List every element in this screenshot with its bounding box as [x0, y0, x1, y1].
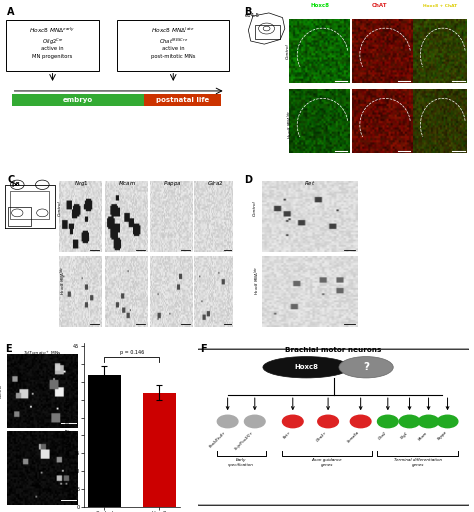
- Text: E: E: [6, 344, 12, 354]
- Circle shape: [377, 415, 398, 428]
- Text: Hoxc8 MN$\Delta^{late}$: Hoxc8 MN$\Delta^{late}$: [0, 454, 2, 483]
- FancyBboxPatch shape: [118, 20, 229, 72]
- Text: Hoxc8 MN$\Delta^{late}$: Hoxc8 MN$\Delta^{late}$: [253, 265, 262, 295]
- Text: $\it{Nrg1}$: $\it{Nrg1}$: [73, 179, 89, 187]
- Bar: [143, 393, 175, 507]
- Text: Hoxc8 MN$\Delta^{late}$: Hoxc8 MN$\Delta^{late}$: [58, 265, 68, 295]
- Text: F: F: [201, 344, 207, 354]
- Circle shape: [399, 415, 420, 428]
- FancyBboxPatch shape: [196, 349, 471, 505]
- Text: Hoxc8 MN$\Delta^{late}$: Hoxc8 MN$\Delta^{late}$: [286, 110, 295, 139]
- Text: post-mitotic MNs: post-mitotic MNs: [151, 54, 195, 59]
- Text: C: C: [7, 176, 14, 185]
- Text: ?: ?: [363, 362, 369, 372]
- Bar: [8, 207, 31, 226]
- Text: Terminal differentiation
genes: Terminal differentiation genes: [393, 458, 442, 467]
- Text: active in: active in: [41, 47, 64, 52]
- Text: Hoxc8: Hoxc8: [294, 364, 319, 370]
- Text: $\it{Glra2}$: $\it{Glra2}$: [207, 179, 224, 186]
- Y-axis label: Number of MNs / section: Number of MNs / section: [65, 392, 70, 457]
- Ellipse shape: [339, 356, 393, 378]
- Text: B: B: [244, 7, 251, 17]
- Text: p = 0.146: p = 0.146: [119, 350, 144, 355]
- Text: Pappa: Pappa: [437, 431, 447, 441]
- FancyBboxPatch shape: [6, 20, 99, 72]
- Circle shape: [350, 415, 371, 428]
- Text: Mcam: Mcam: [418, 431, 428, 441]
- Text: Glra2: Glra2: [378, 431, 388, 440]
- Text: Scip/Pou3f1+: Scip/Pou3f1+: [234, 431, 255, 451]
- Text: MN progenitors: MN progenitors: [32, 54, 73, 59]
- Text: Control: Control: [253, 200, 257, 216]
- Text: A: A: [7, 7, 15, 17]
- Ellipse shape: [263, 356, 350, 378]
- Circle shape: [418, 415, 439, 428]
- Text: Gfra3+: Gfra3+: [316, 431, 328, 443]
- Bar: [144, 94, 221, 106]
- Text: $Olig2^{Cre}$: $Olig2^{Cre}$: [42, 37, 64, 48]
- Text: Axon guidance
genes: Axon guidance genes: [311, 458, 342, 467]
- Text: $Hoxc8$ MN$\Delta^{early}$: $Hoxc8$ MN$\Delta^{early}$: [29, 26, 76, 35]
- Text: $Chat^{IRESCre}$: $Chat^{IRESCre}$: [159, 37, 188, 47]
- Text: Control: Control: [286, 44, 290, 59]
- Text: ChAT: ChAT: [372, 4, 387, 9]
- Circle shape: [318, 415, 338, 428]
- Text: Control: Control: [0, 384, 2, 398]
- Text: embryo: embryo: [63, 97, 93, 103]
- Text: active in: active in: [162, 47, 184, 52]
- Text: $\it{Pappa}$: $\it{Pappa}$: [163, 179, 182, 187]
- Text: Early
specification: Early specification: [228, 458, 254, 467]
- Text: Hoxc8 + ChAT: Hoxc8 + ChAT: [423, 5, 457, 9]
- Text: $\it{TdTomato^+}$ MNs: $\it{TdTomato^+}$ MNs: [23, 349, 61, 357]
- Text: e14.5: e14.5: [245, 13, 260, 18]
- Text: Nrg1: Nrg1: [401, 431, 410, 440]
- Text: postnatal life: postnatal life: [156, 97, 209, 103]
- Bar: [11, 94, 144, 106]
- Text: Brachial motor neurons: Brachial motor neurons: [285, 347, 382, 353]
- Bar: [255, 25, 280, 39]
- Text: $Hoxc8$ MN$\Delta^{late}$: $Hoxc8$ MN$\Delta^{late}$: [152, 26, 195, 35]
- Text: $\it{Ret}$: $\it{Ret}$: [304, 179, 316, 186]
- Text: Sema5a: Sema5a: [347, 431, 361, 444]
- Text: Hoxc8: Hoxc8: [310, 4, 329, 9]
- Circle shape: [283, 415, 303, 428]
- Bar: [10, 191, 49, 219]
- Text: Pea3/Etv4+: Pea3/Etv4+: [209, 431, 228, 449]
- Circle shape: [437, 415, 458, 428]
- Circle shape: [245, 415, 265, 428]
- Text: Ret+: Ret+: [283, 431, 293, 440]
- Bar: [88, 375, 121, 507]
- Circle shape: [217, 415, 238, 428]
- Text: p8: p8: [12, 182, 20, 187]
- Text: Control: Control: [58, 200, 62, 216]
- Text: $\it{Mcam}$: $\it{Mcam}$: [118, 179, 136, 186]
- Text: D: D: [244, 176, 252, 185]
